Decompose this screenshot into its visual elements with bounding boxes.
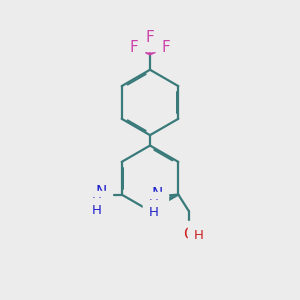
Text: H: H bbox=[148, 198, 158, 211]
Text: N: N bbox=[151, 187, 163, 202]
Text: F: F bbox=[162, 40, 170, 55]
Text: N: N bbox=[95, 185, 106, 200]
Text: O: O bbox=[183, 227, 195, 242]
Text: H: H bbox=[193, 230, 203, 242]
Text: F: F bbox=[146, 30, 154, 45]
Text: H: H bbox=[92, 196, 102, 209]
Text: F: F bbox=[130, 40, 138, 55]
Text: H: H bbox=[92, 204, 102, 217]
Text: H: H bbox=[148, 206, 158, 219]
